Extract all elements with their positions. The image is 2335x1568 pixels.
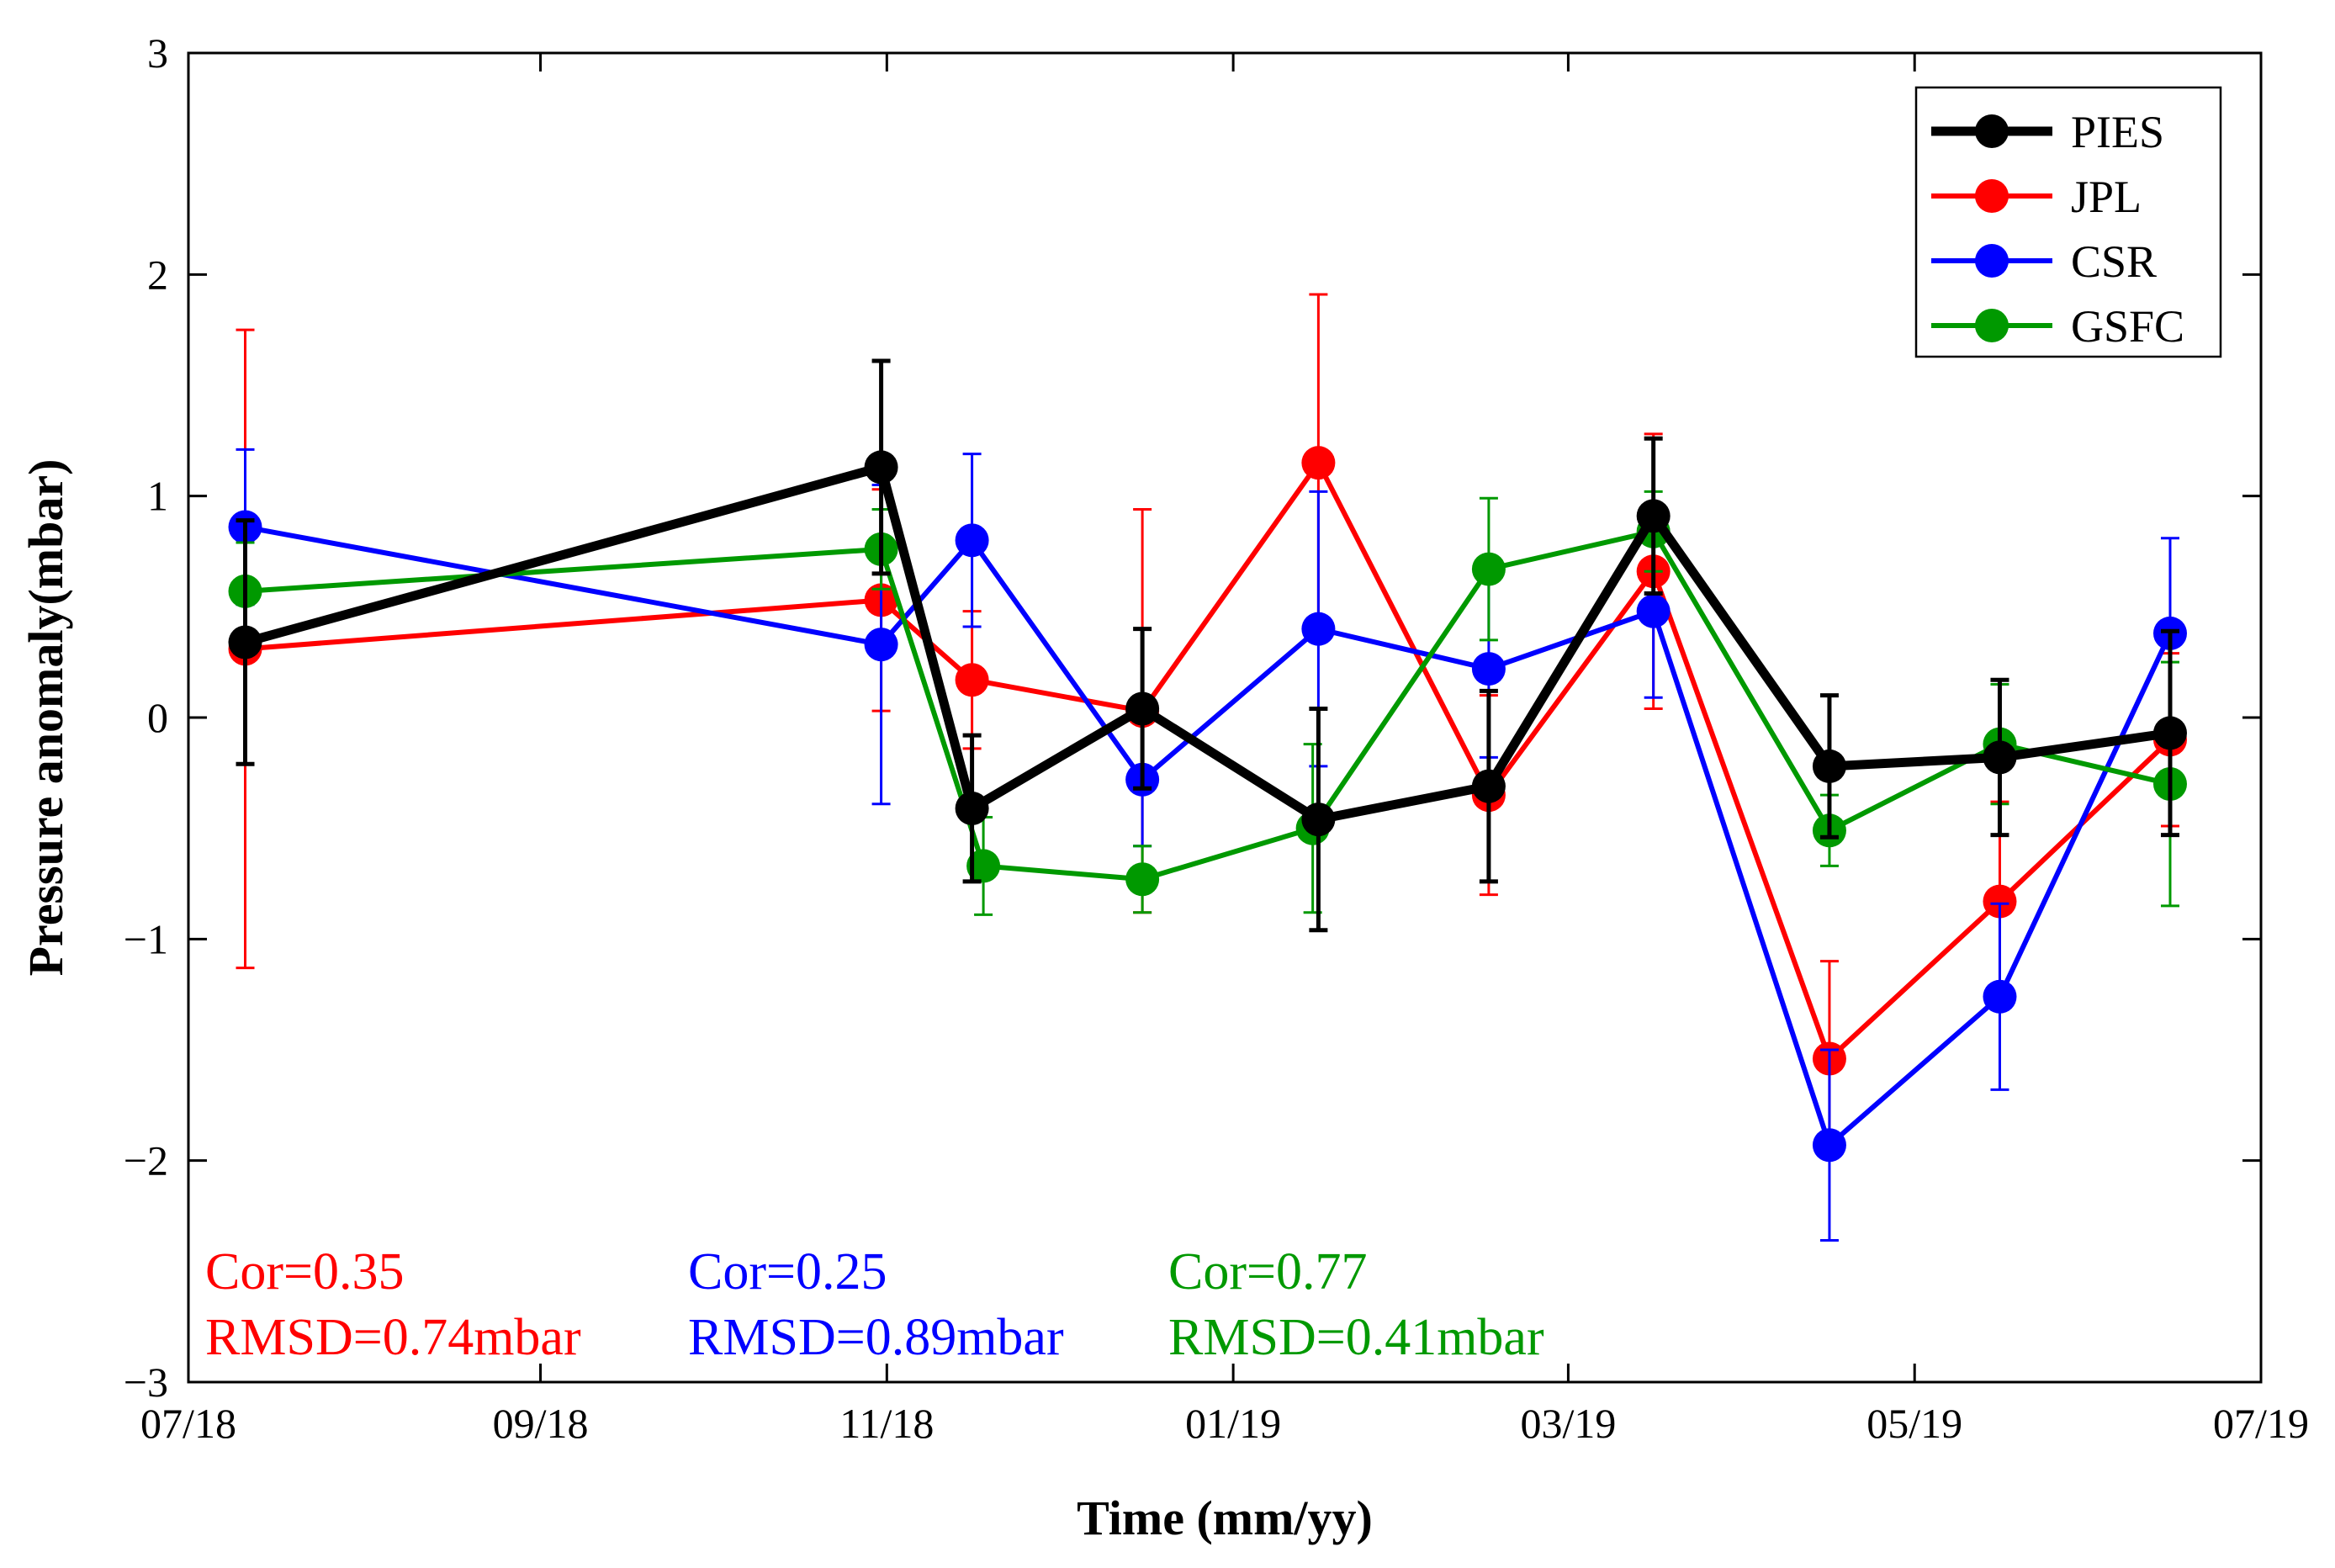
csr-point [864,628,898,662]
series-pies [228,358,2187,933]
legend-marker-csr [1975,244,2009,278]
pies-point [228,625,262,660]
legend-marker-gsfc [1975,309,2009,342]
pies-point [1636,499,1671,533]
legend-label-pies: PIES [2071,107,2164,157]
gsfc-point [1471,552,1506,586]
stat-cor: Cor=0.77 [1168,1243,1367,1300]
csr-point [1471,652,1506,686]
x-tick-label: 03/19 [1520,1400,1616,1447]
csr-line [244,524,2173,1148]
y-tick-label: 2 [147,251,168,298]
stat-rmsd: RMSD=0.74mbar [205,1309,581,1366]
pies-point [1125,691,1160,726]
legend-label-jpl: JPL [2071,172,2142,222]
csr-point [1983,979,2017,1014]
pies-point [864,450,898,485]
x-tick-label: 09/18 [493,1400,589,1447]
x-tick-label: 11/18 [839,1400,934,1447]
x-tick-label: 01/19 [1185,1400,1281,1447]
x-tick-label: 07/19 [2213,1400,2309,1447]
y-tick-label: −2 [124,1137,168,1184]
stat-rmsd: RMSD=0.41mbar [1168,1309,1544,1366]
y-axis-ticks: 3 2 1 0 −1 −2 −3 [124,29,2261,1406]
gsfc-point [966,849,1001,883]
y-tick-label: 0 [147,694,168,741]
statistics-annotations: Cor=0.35 RMSD=0.74mbar Cor=0.25 RMSD=0.89mb… [205,1243,1544,1366]
pies-line [244,462,2171,824]
jpl-point [1301,446,1336,480]
x-axis-title: Time (mm/yy) [1077,1491,1373,1545]
x-axis-ticks: 07/18 09/18 11/18 01/19 03/19 05/19 07/19 [140,53,2309,1447]
gsfc-line [245,528,2171,882]
pies-point [2152,716,2187,750]
y-tick-label: 1 [147,473,168,520]
csr-point [1301,612,1336,646]
stat-rmsd: RMSD=0.89mbar [688,1309,1064,1366]
x-tick-label: 05/19 [1866,1400,1962,1447]
gsfc-point [1125,862,1160,897]
y-axis-title: Pressure anomaly(mbar) [19,459,73,977]
jpl-point [955,663,989,697]
pies-point [1812,749,1846,783]
series-layer [228,293,2187,1242]
legend-label-gsfc: GSFC [2071,301,2184,352]
csr-point [955,523,989,558]
y-tick-label: 3 [147,29,168,77]
legend-label-csr: CSR [2071,236,2157,287]
pies-point [955,791,989,825]
pies-point [1301,803,1336,837]
legend: PIES JPL CSR GSFC [1914,86,2222,358]
csr-point [1636,594,1671,628]
y-tick-label: −3 [124,1359,168,1406]
csr-point [1812,1128,1846,1163]
y-tick-label: −1 [124,915,168,962]
pies-point [1471,769,1506,803]
stat-cor: Cor=0.35 [205,1243,404,1300]
jpl-point [1983,884,2017,919]
legend-marker-pies [1975,114,2009,148]
stat-cor: Cor=0.25 [688,1243,887,1300]
x-tick-label: 07/18 [140,1400,236,1447]
pies-point [1983,740,2017,775]
legend-marker-jpl [1975,179,2009,213]
